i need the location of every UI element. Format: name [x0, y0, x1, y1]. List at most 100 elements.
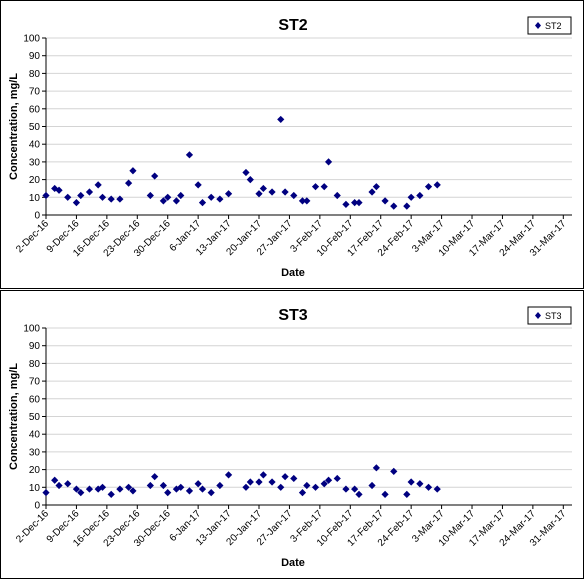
data-point [51, 476, 59, 484]
data-point [424, 483, 433, 491]
y-tick-label: 70 [29, 377, 41, 388]
data-point [116, 485, 124, 493]
data-point [390, 202, 398, 210]
data-point [42, 489, 50, 497]
data-point [216, 195, 224, 203]
data-point [159, 197, 167, 205]
data-point [42, 191, 50, 200]
chart-panel-st2: ST2 0 10 20 30 40 50 60 70 80 90 100 2-Dec-16 9-Dec-1… [0, 0, 584, 289]
data-point [433, 485, 441, 493]
data-point [198, 199, 207, 207]
data-point [177, 483, 185, 491]
data-point [194, 181, 202, 189]
data-point [94, 181, 102, 189]
data-point [381, 197, 389, 205]
data-point [403, 202, 411, 210]
y-tick-label: 50 [29, 412, 41, 423]
y-tick-label: 20 [29, 465, 41, 476]
data-point [151, 172, 159, 180]
data-point [403, 490, 411, 498]
data-point [255, 190, 263, 198]
data-point [207, 193, 215, 201]
y-tick-label: 50 [29, 122, 41, 133]
data-point [333, 191, 341, 200]
y-tick-label: 30 [29, 157, 41, 168]
data-point [320, 480, 328, 488]
data-point [172, 197, 181, 205]
legend-box [527, 306, 572, 325]
data-point [242, 483, 250, 491]
data-point [172, 485, 181, 493]
data-point [351, 199, 359, 207]
data-point [303, 197, 311, 205]
y-axis-label: Concentration, mg/L [8, 73, 20, 180]
data-point [185, 151, 194, 159]
legend-label: ST3 [545, 311, 562, 321]
chart-st3: ST301020304050607080901002-Dec-169-Dec-1… [8, 306, 572, 569]
data-point [64, 193, 72, 201]
data-point [277, 483, 285, 491]
data-point [368, 481, 376, 490]
data-point [55, 481, 63, 490]
data-point [281, 188, 289, 196]
data-point [290, 474, 298, 483]
data-point [303, 481, 311, 490]
data-point [116, 195, 124, 203]
data-point [407, 478, 415, 486]
data-point [77, 191, 85, 200]
data-point [355, 199, 363, 207]
data-point [320, 183, 328, 191]
y-axis-label: Concentration, mg/L [8, 363, 20, 470]
data-point [177, 191, 185, 200]
data-point [124, 179, 133, 187]
data-point [324, 158, 333, 166]
data-point [298, 197, 307, 205]
chart-title: ST2 [278, 17, 307, 34]
y-tick-label: 60 [29, 104, 41, 115]
data-point [311, 483, 320, 491]
data-point [372, 464, 380, 472]
data-point [159, 481, 167, 490]
data-point [268, 478, 276, 486]
y-tick-label: 100 [23, 34, 40, 45]
data-point [390, 467, 398, 475]
data-point [55, 186, 63, 194]
data-point [368, 188, 376, 196]
y-tick-label: 90 [29, 341, 41, 352]
data-point [146, 191, 154, 200]
x-axis-label: Date [281, 557, 305, 569]
data-point [416, 480, 424, 488]
data-point [185, 487, 194, 495]
data-point [94, 485, 102, 493]
y-tick-label: 10 [29, 193, 41, 204]
data-point [355, 490, 363, 498]
y-tick-label: 30 [29, 447, 41, 458]
chart-st2: ST201020304050607080901002-Dec-169-Dec-1… [8, 16, 572, 279]
data-point [281, 473, 289, 481]
data-point [407, 193, 415, 201]
data-point [246, 176, 254, 184]
data-point [342, 485, 350, 493]
chart-panel-st3: ST3 0 10 20 30 40 50 60 70 80 90 100 2-Dec-16 9-Dec-1… [0, 290, 584, 579]
y-tick-label: 80 [29, 359, 41, 370]
y-tick-label: 70 [29, 87, 41, 98]
data-point [124, 483, 133, 491]
data-point [85, 188, 94, 196]
x-axis-label: Date [281, 267, 305, 279]
data-point [224, 471, 233, 479]
data-point [77, 489, 85, 497]
y-tick-label: 40 [29, 140, 41, 151]
data-point [224, 190, 233, 198]
data-point [64, 480, 72, 488]
data-point [246, 478, 254, 486]
y-tick-label: 60 [29, 394, 41, 405]
data-point [255, 478, 263, 486]
data-point [207, 489, 215, 497]
legend-box [527, 16, 572, 35]
data-point [216, 481, 224, 490]
legend-marker [535, 312, 541, 319]
data-point [433, 181, 441, 189]
data-point [194, 480, 202, 488]
data-point [146, 481, 154, 490]
y-tick-label: 40 [29, 430, 41, 441]
